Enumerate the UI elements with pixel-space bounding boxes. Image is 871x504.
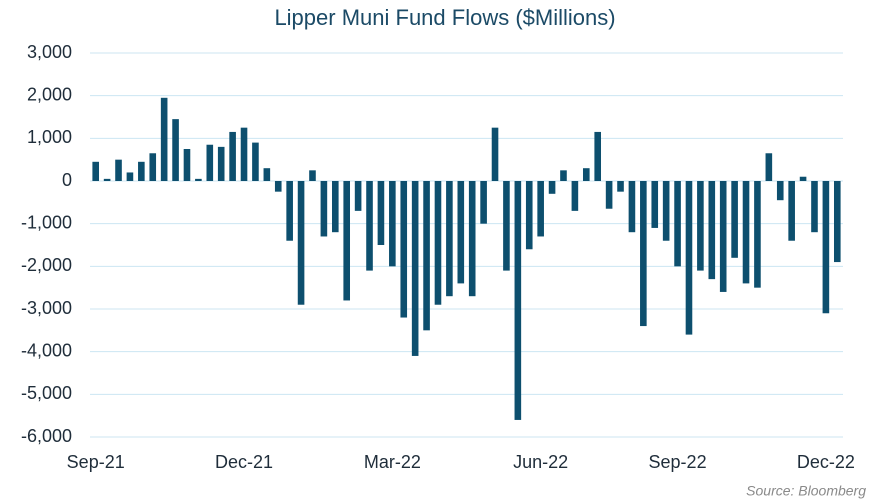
bar bbox=[103, 178, 111, 181]
y-tick-label: -3,000 bbox=[21, 298, 72, 318]
bar bbox=[115, 159, 122, 181]
bar bbox=[160, 97, 168, 181]
bar bbox=[662, 181, 670, 241]
bar bbox=[286, 181, 293, 241]
y-tick-label: -2,000 bbox=[21, 255, 72, 275]
bar bbox=[457, 181, 465, 284]
bar bbox=[811, 181, 818, 233]
x-tick-label: Dec-21 bbox=[215, 452, 273, 472]
bar bbox=[731, 181, 738, 258]
bar bbox=[446, 181, 453, 297]
bar bbox=[126, 172, 134, 181]
bar bbox=[503, 181, 510, 271]
y-tick-label: 0 bbox=[62, 170, 72, 190]
x-tick-label: Sep-22 bbox=[649, 452, 707, 472]
bar bbox=[92, 161, 100, 181]
x-tick-label: Sep-21 bbox=[67, 452, 125, 472]
bar bbox=[822, 181, 830, 314]
bar bbox=[754, 181, 761, 288]
bar bbox=[377, 181, 385, 245]
x-tick-label: Jun-22 bbox=[513, 452, 568, 472]
bar bbox=[491, 127, 499, 181]
y-tick-label: 1,000 bbox=[27, 127, 72, 147]
bar bbox=[605, 181, 613, 209]
x-tick-label: Dec-22 bbox=[797, 452, 855, 472]
bar bbox=[172, 119, 179, 181]
bar bbox=[366, 181, 373, 271]
y-tick-label: 3,000 bbox=[27, 42, 72, 62]
bar bbox=[274, 181, 282, 192]
y-tick-label: -1,000 bbox=[21, 212, 72, 232]
bar bbox=[434, 181, 442, 305]
y-tick-label: 2,000 bbox=[27, 84, 72, 104]
bar bbox=[411, 181, 419, 356]
x-tick-label: Mar-22 bbox=[364, 452, 421, 472]
bar bbox=[708, 181, 716, 280]
bar bbox=[183, 149, 191, 181]
bar bbox=[206, 144, 214, 181]
y-tick-label: -6,000 bbox=[21, 426, 72, 446]
bar bbox=[525, 181, 533, 250]
bar bbox=[594, 131, 602, 181]
bar bbox=[640, 181, 647, 327]
y-tick-label: -4,000 bbox=[21, 340, 72, 360]
bar bbox=[149, 153, 157, 181]
bar bbox=[252, 142, 259, 181]
bar bbox=[537, 181, 544, 237]
bar bbox=[320, 181, 328, 237]
bar bbox=[833, 181, 841, 263]
bar bbox=[389, 181, 396, 267]
bar bbox=[309, 170, 316, 181]
bar bbox=[343, 181, 351, 301]
bar bbox=[674, 181, 681, 267]
chart-title: Lipper Muni Fund Flows ($Millions) bbox=[274, 5, 615, 30]
bar bbox=[697, 181, 704, 271]
bar bbox=[788, 181, 795, 241]
bar bbox=[765, 153, 773, 181]
bar bbox=[571, 181, 579, 211]
bar bbox=[560, 170, 567, 181]
bar bbox=[617, 181, 624, 192]
bar bbox=[195, 178, 202, 181]
bar bbox=[217, 146, 225, 181]
bar bbox=[354, 181, 362, 211]
bar bbox=[263, 168, 271, 181]
bar bbox=[400, 181, 408, 318]
bar bbox=[331, 181, 339, 233]
bar bbox=[685, 181, 693, 335]
bar bbox=[628, 181, 636, 233]
bar bbox=[423, 181, 430, 331]
bar bbox=[229, 131, 236, 181]
bar bbox=[651, 181, 659, 228]
bar bbox=[548, 181, 556, 194]
bar bbox=[776, 181, 784, 201]
bar bbox=[582, 168, 590, 181]
bar bbox=[514, 181, 522, 420]
bar bbox=[799, 176, 807, 181]
bar bbox=[719, 181, 727, 292]
bar bbox=[297, 181, 305, 305]
y-tick-label: -5,000 bbox=[21, 383, 72, 403]
bar bbox=[240, 127, 248, 181]
bar bbox=[468, 181, 476, 297]
bar bbox=[742, 181, 750, 284]
bar bbox=[138, 161, 145, 181]
bar bbox=[480, 181, 487, 224]
source-note: Source: Bloomberg bbox=[746, 483, 866, 499]
